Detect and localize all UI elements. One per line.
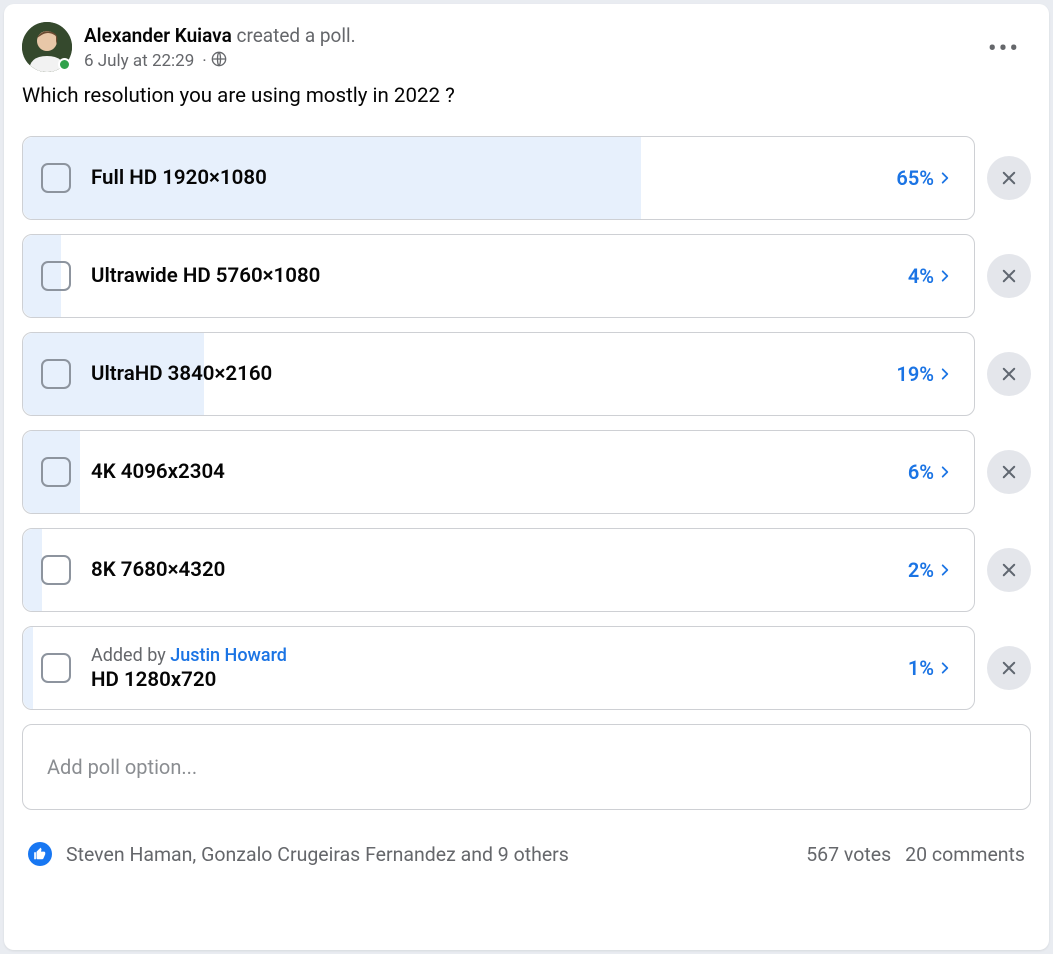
poll-option[interactable]: Ultrawide HD 5760×1080 4%	[22, 234, 975, 318]
poll-option-percentage[interactable]: 2%	[908, 558, 952, 582]
poll-option-inner: Ultrawide HD 5760×1080 4%	[23, 261, 974, 291]
poll-row: Full HD 1920×1080 65%	[22, 136, 1031, 220]
chevron-right-icon	[938, 657, 952, 679]
poll-option-text: 8K 7680×4320	[91, 558, 888, 582]
remove-option-button[interactable]	[987, 352, 1031, 396]
close-icon	[1000, 365, 1018, 383]
percentage-value: 65%	[896, 166, 934, 190]
timestamp[interactable]: 6 July at 22:29	[84, 51, 194, 71]
poll-option-inner: Added by Justin HowardHD 1280x720 1%	[23, 645, 974, 692]
poll-option-inner: Full HD 1920×1080 65%	[23, 163, 974, 193]
comments-count[interactable]: 20 comments	[905, 843, 1025, 866]
remove-option-button[interactable]	[987, 450, 1031, 494]
close-icon	[1000, 463, 1018, 481]
poll-option[interactable]: Full HD 1920×1080 65%	[22, 136, 975, 220]
poll-row: 4K 4096x2304 6%	[22, 430, 1031, 514]
poll-option-label: 4K 4096x2304	[91, 460, 888, 484]
poll-option-text: Ultrawide HD 5760×1080	[91, 264, 888, 288]
poll-row: 8K 7680×4320 2%	[22, 528, 1031, 612]
poll-option-checkbox[interactable]	[41, 359, 71, 389]
post-menu-button[interactable]: •••	[983, 28, 1025, 70]
privacy-globe-icon[interactable]	[200, 51, 226, 71]
chevron-right-icon	[938, 363, 952, 385]
poll-option-label: Full HD 1920×1080	[91, 166, 876, 190]
poll-option-checkbox[interactable]	[41, 163, 71, 193]
close-icon	[1000, 659, 1018, 677]
votes-count[interactable]: 567 votes	[806, 843, 891, 866]
chevron-right-icon	[938, 167, 952, 189]
chevron-right-icon	[938, 265, 952, 287]
percentage-value: 2%	[908, 558, 934, 582]
poll-option[interactable]: 4K 4096x2304 6%	[22, 430, 975, 514]
close-icon	[1000, 169, 1018, 187]
added-by-user-link[interactable]: Justin Howard	[170, 645, 287, 666]
poll-question: Which resolution you are using mostly in…	[22, 84, 1031, 108]
poll-option[interactable]: Added by Justin HowardHD 1280x720 1%	[22, 626, 975, 710]
remove-option-button[interactable]	[987, 548, 1031, 592]
avatar-wrap[interactable]	[22, 22, 72, 72]
poll-option-text: Full HD 1920×1080	[91, 166, 876, 190]
remove-option-button[interactable]	[987, 254, 1031, 298]
poll-option-inner: UltraHD 3840×2160 19%	[23, 359, 974, 389]
poll-options-list: Full HD 1920×1080 65% Ultrawide HD 5760×10…	[22, 136, 1031, 710]
author-link[interactable]: Alexander Kuiava	[84, 24, 232, 47]
poll-row: UltraHD 3840×2160 19%	[22, 332, 1031, 416]
poll-option-checkbox[interactable]	[41, 555, 71, 585]
poll-option-checkbox[interactable]	[41, 653, 71, 683]
poll-option-label: Ultrawide HD 5760×1080	[91, 264, 888, 288]
like-reaction-icon[interactable]	[28, 842, 52, 866]
remove-option-button[interactable]	[987, 646, 1031, 690]
percentage-value: 19%	[896, 362, 934, 386]
percentage-value: 6%	[908, 460, 934, 484]
add-option-placeholder: Add poll option...	[47, 755, 197, 779]
poll-card: Alexander Kuiava created a poll. 6 July …	[4, 4, 1049, 950]
poll-option[interactable]: UltraHD 3840×2160 19%	[22, 332, 975, 416]
percentage-value: 4%	[908, 264, 934, 288]
ellipsis-icon: •••	[988, 36, 1020, 62]
action-text: created a poll.	[232, 24, 356, 47]
poll-option-inner: 8K 7680×4320 2%	[23, 555, 974, 585]
poll-option[interactable]: 8K 7680×4320 2%	[22, 528, 975, 612]
poll-option-percentage[interactable]: 65%	[896, 166, 952, 190]
close-icon	[1000, 561, 1018, 579]
poll-option-checkbox[interactable]	[41, 261, 71, 291]
post-header: Alexander Kuiava created a poll. 6 July …	[22, 22, 1031, 72]
poll-option-text: Added by Justin HowardHD 1280x720	[91, 645, 888, 692]
post-footer: Steven Haman, Gonzalo Crugeiras Fernande…	[22, 838, 1031, 866]
online-indicator	[58, 58, 71, 71]
post-header-text: Alexander Kuiava created a poll. 6 July …	[84, 23, 356, 71]
poll-option-percentage[interactable]: 4%	[908, 264, 952, 288]
percentage-value: 1%	[908, 656, 934, 680]
poll-option-text: 4K 4096x2304	[91, 460, 888, 484]
poll-option-inner: 4K 4096x2304 6%	[23, 457, 974, 487]
poll-option-text: UltraHD 3840×2160	[91, 362, 876, 386]
close-icon	[1000, 267, 1018, 285]
poll-option-label: HD 1280x720	[91, 668, 888, 692]
remove-option-button[interactable]	[987, 156, 1031, 200]
chevron-right-icon	[938, 461, 952, 483]
reactors-summary[interactable]: Steven Haman, Gonzalo Crugeiras Fernande…	[66, 843, 792, 866]
poll-row: Added by Justin HowardHD 1280x720 1%	[22, 626, 1031, 710]
chevron-right-icon	[938, 559, 952, 581]
added-by-prefix: Added by	[91, 645, 170, 666]
poll-option-label: UltraHD 3840×2160	[91, 362, 876, 386]
poll-option-checkbox[interactable]	[41, 457, 71, 487]
add-poll-option-input[interactable]: Add poll option...	[22, 724, 1031, 810]
poll-option-label: 8K 7680×4320	[91, 558, 888, 582]
added-by-line: Added by Justin Howard	[91, 645, 888, 666]
poll-option-percentage[interactable]: 6%	[908, 460, 952, 484]
poll-option-percentage[interactable]: 1%	[908, 656, 952, 680]
poll-option-percentage[interactable]: 19%	[896, 362, 952, 386]
poll-row: Ultrawide HD 5760×1080 4%	[22, 234, 1031, 318]
